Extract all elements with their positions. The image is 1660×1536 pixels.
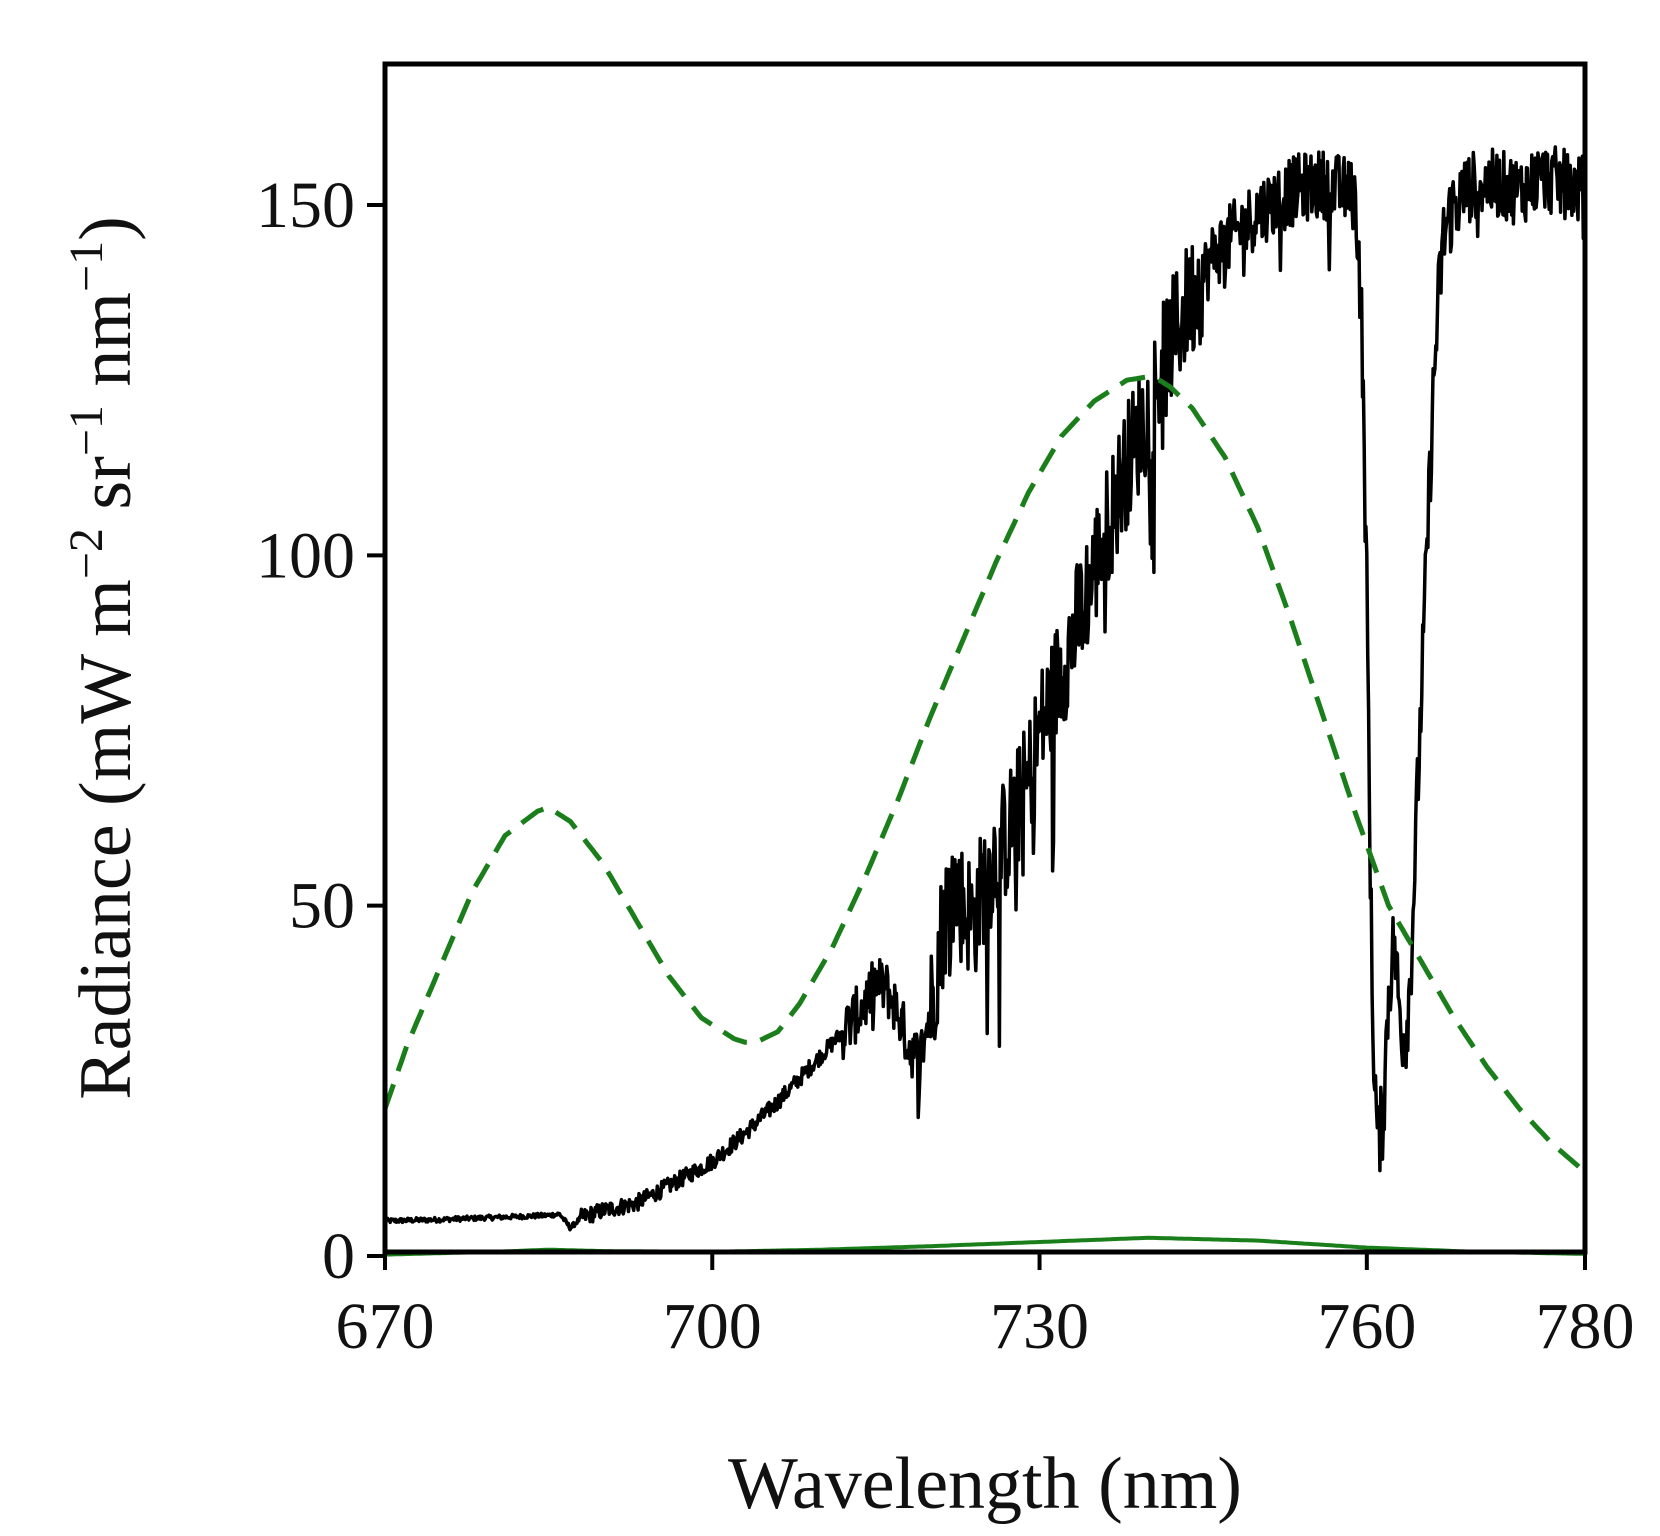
series-line-1 [382, 374, 1587, 1174]
x-tick-label-3: 760 [1317, 1290, 1416, 1363]
y-axis-title-end: ) [65, 216, 147, 241]
y-tick-label-2: 100 [256, 519, 355, 592]
y-axis-title-mid2: nm [65, 292, 147, 405]
series-layer [382, 145, 1587, 1257]
y-tick-label-1: 50 [289, 870, 355, 943]
y-axis-title-mid1: sr [65, 456, 147, 528]
y-tick-label-3: 150 [256, 169, 355, 242]
y-axis-title-exp3: −1 [60, 241, 113, 292]
series-line-0 [383, 145, 1587, 1232]
x-tick-label-0: 670 [336, 1290, 435, 1363]
tick-layer: 670 700 730 760 780 0 50 100 150 [256, 169, 1635, 1363]
x-tick-label-2: 730 [990, 1290, 1089, 1363]
y-axis-title-exp2: −1 [60, 405, 113, 456]
plot-frame [382, 61, 1588, 1255]
x-tick-label-4: 780 [1536, 1290, 1635, 1363]
y-axis-title: Radiance (mW m−2 sr−1 nm−1) [60, 216, 147, 1099]
x-axis-title: Wavelength (nm) [728, 1443, 1242, 1525]
y-axis-title-exp1: −2 [60, 528, 113, 579]
x-tick-label-1: 700 [663, 1290, 762, 1363]
y-tick-label-0: 0 [322, 1220, 355, 1293]
y-axis-title-base: Radiance (mW m [65, 579, 147, 1100]
